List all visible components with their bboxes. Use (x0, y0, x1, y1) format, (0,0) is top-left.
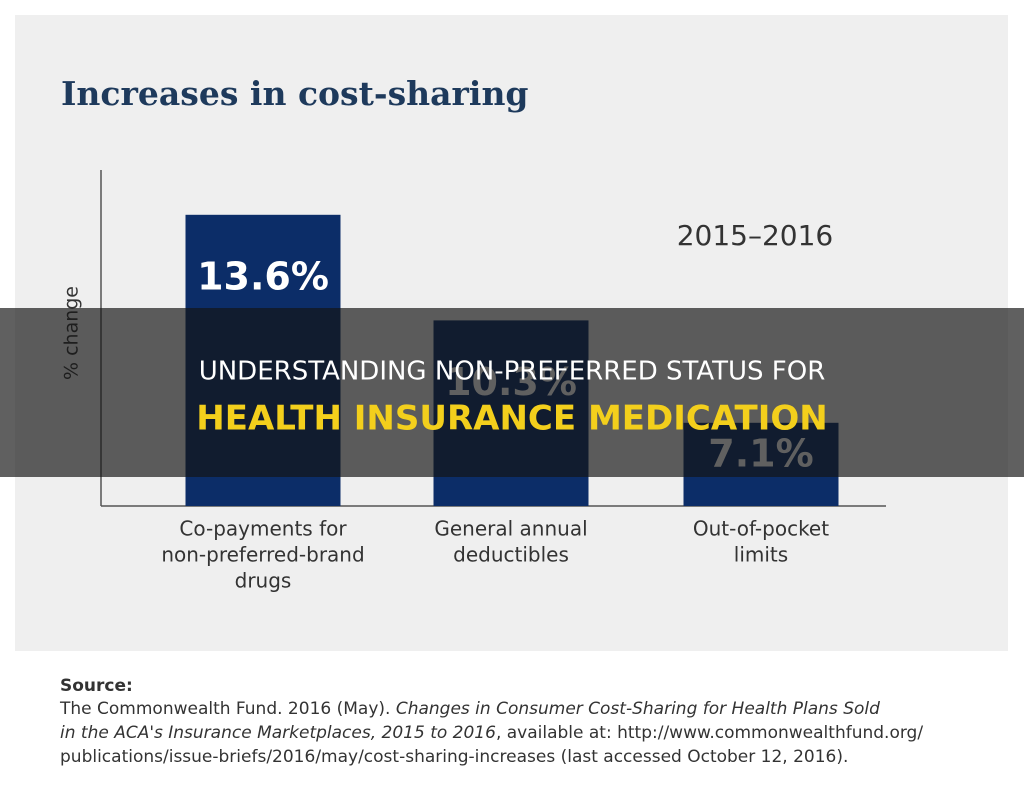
x-tick-label: drugs (235, 569, 292, 593)
source-line: publications/issue-briefs/2016/may/cost-… (60, 747, 848, 767)
x-tick-label: Out-of-pocket (693, 517, 829, 541)
source-text: , available at: http://www.commonwealthf… (496, 723, 923, 743)
x-tick-label: limits (734, 543, 788, 567)
source-title: Changes in Consumer Cost-Sharing for Hea… (396, 699, 880, 719)
x-tick-label: non-preferred-brand (161, 543, 364, 567)
x-tick-label: General annual (434, 517, 587, 541)
value-label: 13.6% (197, 254, 329, 298)
annotation: 2015–2016 (677, 219, 834, 252)
source-text: publications/issue-briefs/2016/may/cost-… (60, 747, 848, 767)
source-line: The Commonwealth Fund. 2016 (May). Chang… (59, 699, 880, 719)
source-label: Source: (60, 676, 133, 696)
overlay-band (0, 308, 1024, 477)
x-tick-label: Co-payments for (179, 517, 347, 541)
chart-title: Increases in cost-sharing (61, 74, 529, 113)
overlay-subtitle: HEALTH INSURANCE MEDICATION (196, 399, 827, 439)
source-line: in the ACA's Insurance Marketplaces, 201… (60, 723, 923, 743)
overlay-title: UNDERSTANDING NON-PREFERRED STATUS FOR (199, 357, 826, 387)
x-tick-label: deductibles (453, 543, 569, 567)
source-title: in the ACA's Insurance Marketplaces, 201… (60, 723, 496, 743)
source-text: The Commonwealth Fund. 2016 (May). (59, 699, 396, 719)
